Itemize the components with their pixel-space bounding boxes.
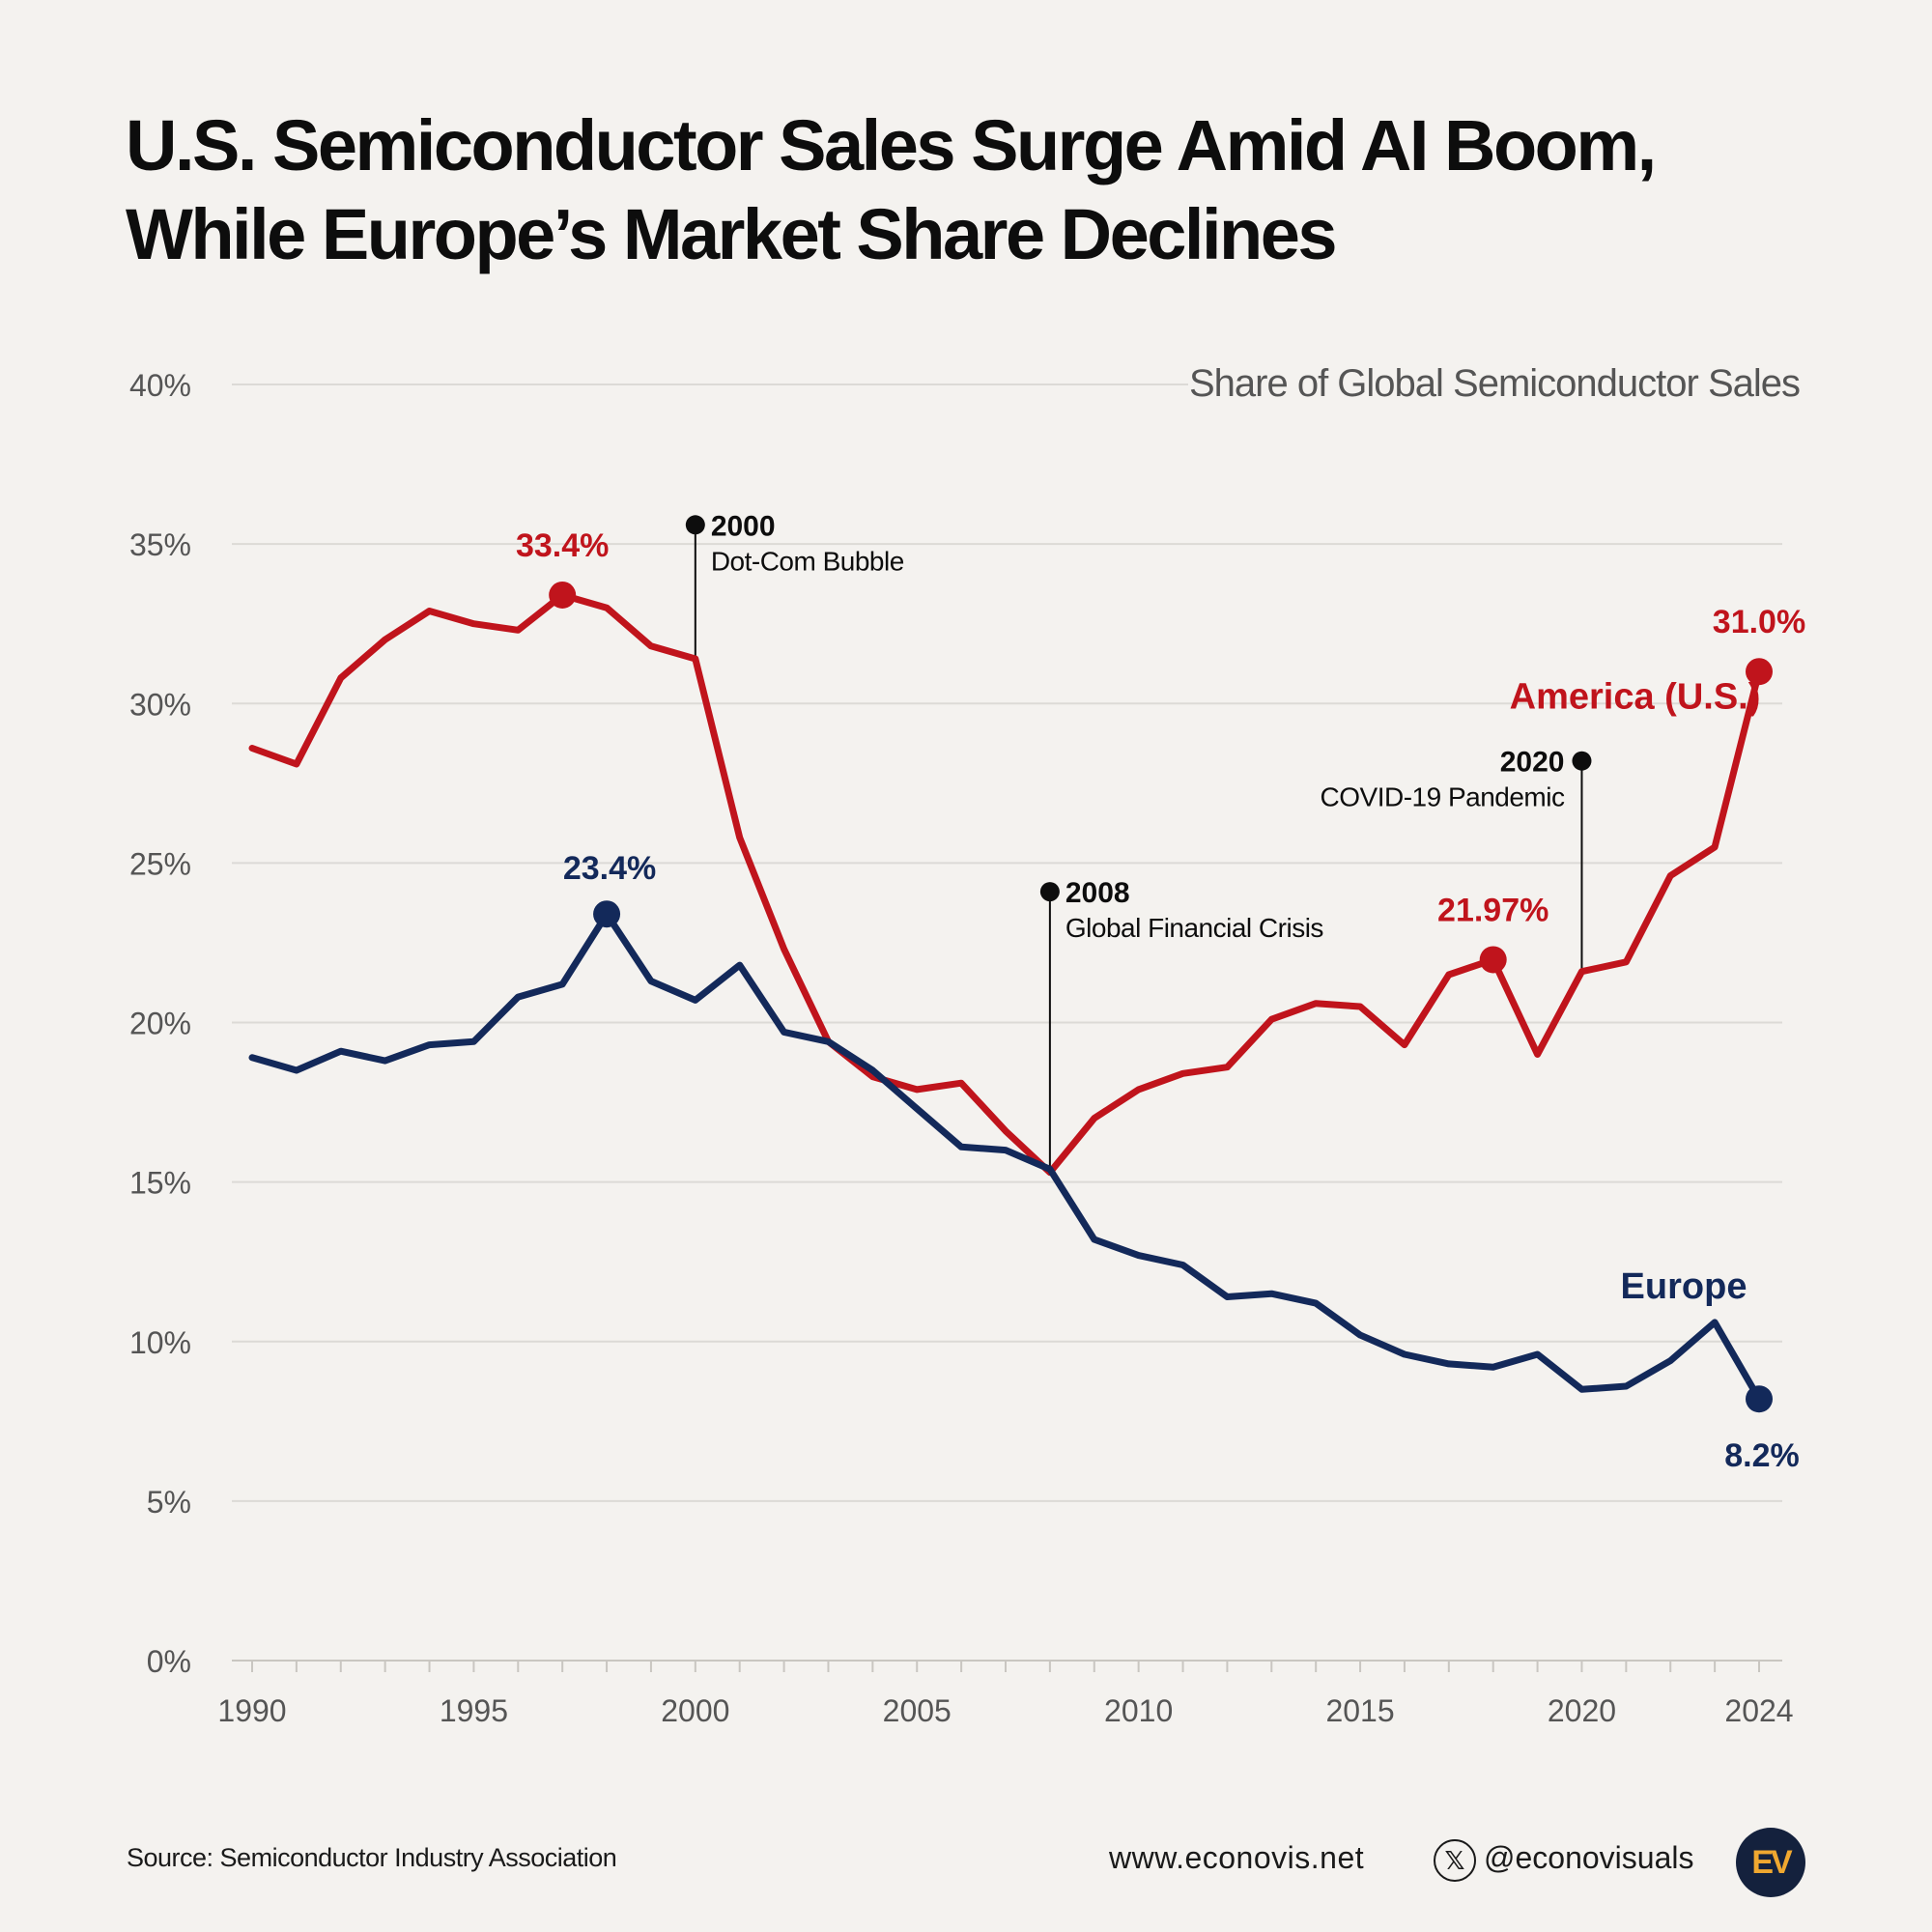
x-tick-label: 2000 [661, 1693, 729, 1728]
event-marker [1572, 751, 1592, 771]
y-tick-label: 35% [129, 527, 191, 562]
website-link[interactable]: www.econovis.net [1109, 1840, 1365, 1875]
us-series-label: America (U.S.) [1510, 676, 1761, 717]
gridlines [232, 384, 1782, 1502]
event-marker [685, 515, 705, 535]
event-year-label: 2008 [1065, 877, 1130, 909]
event-marker [1039, 882, 1060, 902]
event-year-label: 2020 [1500, 747, 1565, 779]
event-description: Global Financial Crisis [1065, 913, 1323, 943]
y-tick-label: 5% [147, 1485, 191, 1520]
y-tick-label: 40% [129, 368, 191, 403]
source-note: Source: Semiconductor Industry Associati… [127, 1843, 617, 1872]
y-tick-label: 20% [129, 1007, 191, 1041]
social-handle[interactable]: @econovisuals [1484, 1840, 1694, 1875]
europe-value-label: 23.4% [563, 850, 656, 887]
x-tick-label: 2010 [1104, 1693, 1173, 1728]
chart-title: U.S. Semiconductor Sales Surge Amid AI B… [126, 101, 1768, 279]
y-tick-label: 15% [129, 1166, 191, 1201]
x-tick-label: 2020 [1548, 1693, 1616, 1728]
europe-value-label: 8.2% [1724, 1437, 1800, 1474]
y-tick-label: 30% [129, 687, 191, 722]
series-line-us [248, 591, 1763, 1177]
x-logo-icon: 𝕏 [1434, 1839, 1476, 1882]
y-tick-label: 10% [129, 1325, 191, 1360]
event-year-label: 2000 [711, 510, 776, 542]
chart-labels: Share of Global Semiconductor Sales 33.4%… [516, 362, 1805, 1474]
brand-logo: EV [1736, 1828, 1805, 1897]
europe-highlight-point [593, 900, 621, 928]
chart-title-line-1: U.S. Semiconductor Sales Surge Amid AI B… [126, 105, 1657, 185]
x-tick-label: 2024 [1724, 1693, 1793, 1728]
event-annotations: 2000 Dot-Com Bubble 2008 Global Financial C… [685, 510, 1592, 1173]
x-tick-label: 1995 [440, 1693, 508, 1728]
us-value-label: 33.4% [516, 527, 609, 564]
us-highlight-point [1479, 946, 1507, 974]
data-points [549, 581, 1773, 1413]
series-lines [248, 591, 1763, 1403]
us-value-label: 31.0% [1713, 604, 1805, 640]
chart-title-line-2: While Europe’s Market Share Declines [126, 194, 1338, 274]
x-tick-label: 2015 [1325, 1693, 1394, 1728]
series-line-europe [248, 910, 1763, 1403]
europe-highlight-point [1746, 1385, 1773, 1413]
x-tick-label: 1990 [217, 1693, 286, 1728]
y-tick-label: 25% [129, 846, 191, 881]
brand-logo-text: EV [1751, 1843, 1792, 1881]
europe-series-label: Europe [1621, 1266, 1747, 1307]
us-highlight-point [549, 581, 577, 609]
x-tick-label: 2005 [883, 1693, 952, 1728]
chart-subtitle: Share of Global Semiconductor Sales [1189, 362, 1800, 405]
axes: 0%5%10%15%20%25%30%35%40%1990 1995 2000 200… [129, 368, 1794, 1728]
event-description: COVID-19 Pandemic [1321, 782, 1565, 812]
y-tick-label: 0% [147, 1644, 191, 1679]
event-description: Dot-Com Bubble [711, 546, 904, 576]
us-value-label: 21.97% [1437, 892, 1548, 928]
us-highlight-point [1746, 658, 1773, 686]
